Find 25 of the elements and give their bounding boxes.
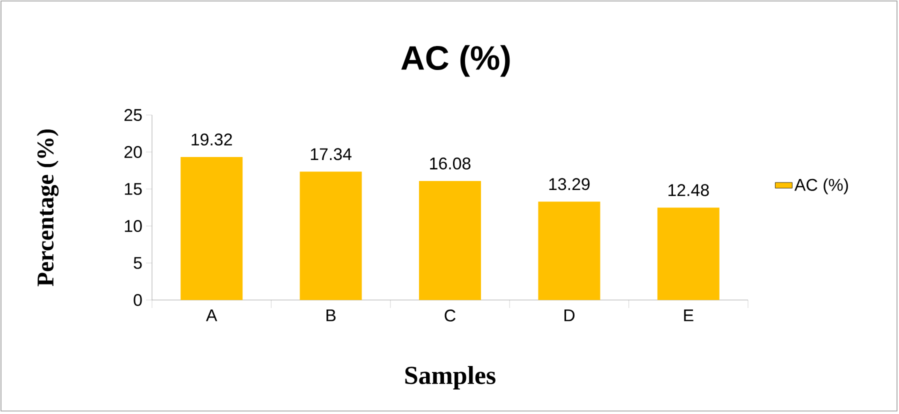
data-label: 16.08 [430, 157, 470, 170]
bar [300, 172, 362, 300]
y-tick-label: 20 [124, 146, 142, 158]
bar [180, 157, 243, 300]
y-axis-title: Percentage (%) [36, 129, 59, 286]
chart-title: AC (%) [401, 45, 510, 77]
y-tick-label: 5 [134, 257, 142, 269]
x-tick-label: A [206, 310, 218, 322]
x-axis-title: Samples [405, 366, 496, 390]
y-tick-label: 25 [124, 109, 142, 121]
data-label: 19.32 [192, 134, 232, 146]
legend-label: AC (%) [794, 178, 848, 194]
data-label: 17.34 [310, 148, 352, 160]
bar [657, 208, 720, 300]
bar [419, 181, 482, 300]
y-tick-label: 0 [134, 294, 142, 306]
x-tick-label: D [564, 310, 575, 322]
data-label: 12.48 [668, 184, 709, 196]
x-tick-label: E [684, 310, 694, 322]
y-tick-label: 15 [124, 183, 142, 195]
y-tick-label: 10 [124, 220, 142, 232]
x-tick-label: C [444, 310, 456, 322]
data-label: 13.29 [549, 178, 590, 190]
x-tick-label: B [326, 310, 336, 322]
bar [538, 202, 600, 300]
